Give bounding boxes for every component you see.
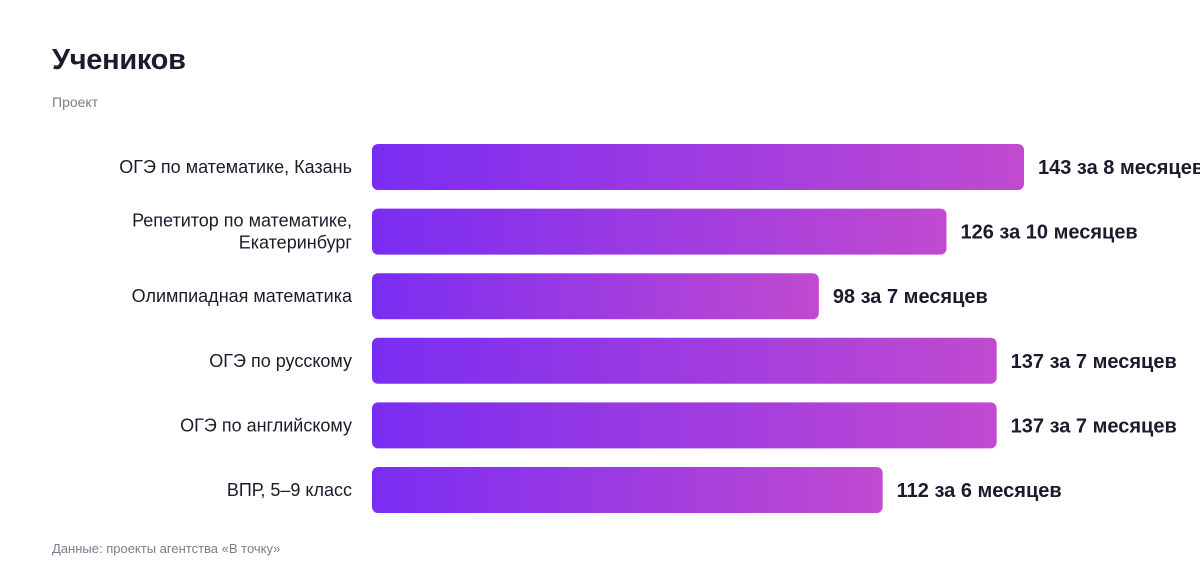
- category-label: ОГЭ по английскому: [180, 415, 352, 435]
- category-label: ВПР, 5–9 класс: [227, 480, 352, 500]
- category-label: ОГЭ по математике, Казань: [119, 157, 352, 177]
- category-label: ОГЭ по русскому: [209, 351, 352, 371]
- bar-1: [372, 144, 1024, 190]
- value-label: 137 за 7 месяцев: [1011, 415, 1177, 437]
- bar-6: [372, 467, 883, 513]
- bar-5: [372, 402, 997, 449]
- category-label: Репетитор по математике, Екатеринбург: [132, 211, 352, 253]
- value-label: 143 за 8 месяцев: [1038, 157, 1200, 179]
- value-label: 112 за 6 месяцев: [897, 480, 1062, 502]
- value-label: 137 за 7 месяцев: [1011, 351, 1177, 373]
- chart-title: Учеников: [52, 44, 186, 76]
- value-label: 98 за 7 месяцев: [833, 286, 988, 308]
- value-label: 126 за 10 месяцев: [960, 222, 1137, 244]
- chart-source-note: Данные: проекты агентства «В точку»: [52, 541, 281, 556]
- bar-2: [372, 208, 947, 255]
- bar-4: [372, 337, 997, 384]
- category-label: Олимпиадная математика: [132, 286, 353, 306]
- bar-3: [372, 273, 819, 320]
- chart-subtitle: Проект: [52, 94, 99, 110]
